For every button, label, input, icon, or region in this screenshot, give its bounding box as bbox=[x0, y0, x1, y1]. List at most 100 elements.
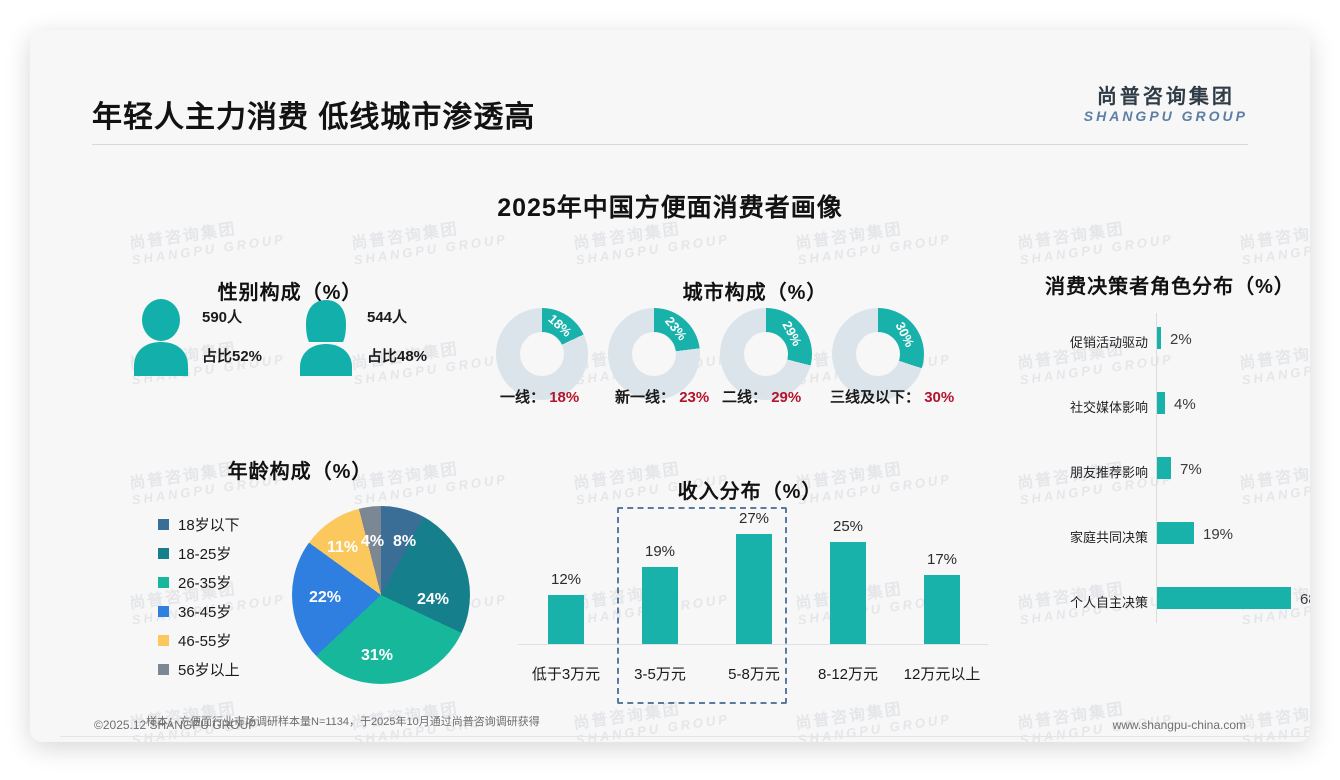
gender-section: 590人 占比52% 544人 占比48% bbox=[130, 298, 450, 388]
age-slice-label-6: 4% bbox=[361, 533, 385, 550]
age-slice-label-5: 11% bbox=[327, 539, 359, 556]
decision-value-4: 19% bbox=[1203, 526, 1234, 543]
city-section-title: 城市构成（%） bbox=[682, 282, 828, 304]
legend-swatch bbox=[158, 664, 169, 675]
income-category-5: 12万元以上 bbox=[903, 666, 981, 683]
income-value-4: 25% bbox=[832, 518, 864, 535]
city-label-4: 三线及以下： 30% bbox=[830, 386, 954, 407]
legend-swatch bbox=[158, 635, 169, 646]
city-donut-1: 18% bbox=[496, 308, 588, 400]
income-section-title: 收入分布（%） bbox=[677, 481, 823, 503]
header-divider bbox=[92, 144, 1248, 145]
decision-value-1: 2% bbox=[1170, 331, 1192, 348]
legend-label: 56岁以上 bbox=[178, 662, 240, 679]
decision-bar-4 bbox=[1157, 522, 1194, 544]
male-share: 占比52% bbox=[202, 348, 263, 365]
city-name: 新一线： bbox=[615, 389, 676, 406]
legend-label: 46-55岁 bbox=[178, 633, 232, 650]
income-baseline bbox=[518, 644, 988, 645]
income-bar-2 bbox=[642, 567, 678, 644]
decision-bar-1 bbox=[1157, 327, 1161, 349]
legend-label: 26-35岁 bbox=[178, 575, 232, 592]
decision-section-title: 消费决策者角色分布（%） bbox=[1045, 276, 1295, 298]
legend-item: 46-55岁 bbox=[158, 626, 240, 655]
decision-category-3: 朋友推荐影响 bbox=[1069, 465, 1148, 480]
gender-item-female: 544人 占比48% bbox=[295, 298, 455, 388]
logo-cn-text: 尚普咨询集团 bbox=[1096, 86, 1235, 108]
legend-item: 26-35岁 bbox=[158, 568, 240, 597]
legend-swatch bbox=[158, 548, 169, 559]
male-stats: 590人 占比52% bbox=[202, 306, 262, 366]
decision-value-2: 4% bbox=[1174, 396, 1196, 413]
donut-hole bbox=[520, 332, 564, 376]
footer-copyright: ©2025.12 SHANGPU GROUP bbox=[94, 718, 257, 732]
legend-label: 18岁以下 bbox=[178, 517, 240, 534]
decision-category-1: 促销活动驱动 bbox=[1069, 335, 1148, 350]
donut-hole bbox=[744, 332, 788, 376]
city-name: 二线： bbox=[722, 389, 768, 406]
decision-axis bbox=[1156, 313, 1157, 623]
city-donut-2: 23% bbox=[608, 308, 700, 400]
income-value-1: 12% bbox=[550, 571, 582, 588]
legend-item: 56岁以上 bbox=[158, 655, 240, 684]
legend-label: 36-45岁 bbox=[178, 604, 232, 621]
female-share: 占比48% bbox=[367, 348, 428, 365]
city-value: 23% bbox=[679, 389, 710, 406]
decision-value-5: 68% bbox=[1300, 591, 1310, 608]
age-slice-label-3: 31% bbox=[361, 647, 394, 664]
city-value: 30% bbox=[924, 389, 955, 406]
city-name: 一线： bbox=[500, 389, 546, 406]
footer-divider bbox=[60, 736, 1310, 737]
decision-bar-2 bbox=[1157, 392, 1165, 414]
city-donut-4: 30% bbox=[832, 308, 924, 400]
income-value-5: 17% bbox=[926, 551, 958, 568]
page-title: 年轻人主力消费 低线城市渗透高 bbox=[92, 101, 536, 134]
male-count: 590人 bbox=[202, 309, 243, 326]
income-bar-3 bbox=[736, 534, 772, 644]
age-slice-label-1: 8% bbox=[393, 533, 417, 550]
city-label-2: 新一线： 23% bbox=[615, 386, 709, 407]
decision-category-2: 社交媒体影响 bbox=[1069, 400, 1148, 415]
age-slice-label-4: 22% bbox=[309, 589, 342, 606]
income-category-2: 3-5万元 bbox=[634, 666, 686, 683]
decision-category-4: 家庭共同决策 bbox=[1069, 530, 1148, 545]
age-section-title: 年龄构成（%） bbox=[227, 461, 373, 483]
subtitle: 2025年中国方便面消费者画像 bbox=[497, 194, 843, 222]
male-icon bbox=[130, 298, 192, 376]
income-category-4: 8-12万元 bbox=[817, 666, 879, 683]
legend-swatch bbox=[158, 577, 169, 588]
legend-swatch bbox=[158, 519, 169, 530]
sample-footnote: 样本：方便面行业市场调研样本量N=1134，于2025年10月通过尚普咨询调研获… bbox=[146, 716, 540, 728]
decision-value-3: 7% bbox=[1180, 461, 1202, 478]
income-bar-5 bbox=[924, 575, 960, 644]
logo-en-text: SHANGPU GROUP bbox=[1083, 108, 1248, 124]
income-category-1: 低于3万元 bbox=[531, 666, 601, 683]
female-count: 544人 bbox=[367, 309, 408, 326]
legend-swatch bbox=[158, 606, 169, 617]
income-bar-4 bbox=[830, 542, 866, 644]
footer-website: www.shangpu-china.com bbox=[1112, 718, 1246, 732]
age-legend: 18岁以下 18-25岁 26-35岁 36-45岁 46-55岁 56岁以上 bbox=[158, 510, 240, 684]
age-pie-circle bbox=[292, 506, 470, 684]
income-category-3: 5-8万元 bbox=[728, 666, 780, 683]
income-highlight-box bbox=[617, 507, 787, 704]
decision-category-5: 个人自主决策 bbox=[1069, 595, 1148, 610]
gender-item-male: 590人 占比52% bbox=[130, 298, 290, 388]
decision-bar-3 bbox=[1157, 457, 1171, 479]
city-value: 29% bbox=[771, 389, 802, 406]
city-label-1: 一线： 18% bbox=[500, 386, 579, 407]
legend-item: 18-25岁 bbox=[158, 539, 240, 568]
city-value: 18% bbox=[549, 389, 580, 406]
city-name: 三线及以下： bbox=[830, 389, 921, 406]
female-stats: 544人 占比48% bbox=[367, 306, 427, 366]
city-donut-3: 29% bbox=[720, 308, 812, 400]
income-bar-1 bbox=[548, 595, 584, 644]
brand-logo: 尚普咨询集团 SHANGPU GROUP bbox=[1084, 86, 1248, 124]
female-icon bbox=[295, 298, 357, 376]
legend-item: 18岁以下 bbox=[158, 510, 240, 539]
decision-bar-5 bbox=[1157, 587, 1291, 609]
donut-hole bbox=[856, 332, 900, 376]
